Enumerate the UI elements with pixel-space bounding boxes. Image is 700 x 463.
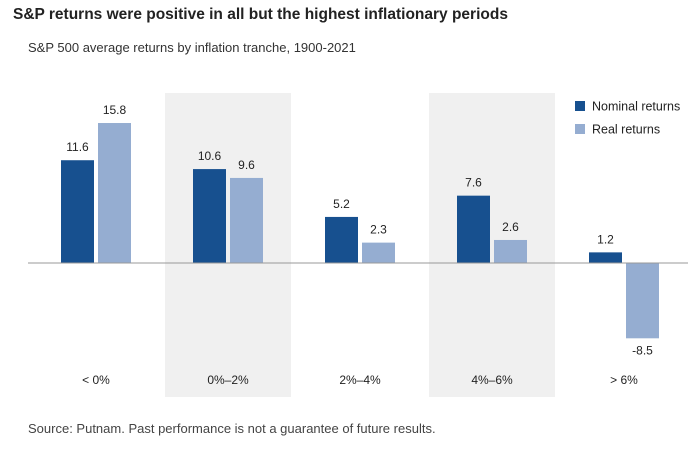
- bar-real: [98, 123, 131, 264]
- bar-nominal: [589, 252, 622, 263]
- legend-swatch-real: [575, 124, 585, 134]
- data-label: -8.5: [632, 343, 653, 357]
- category-bands: [165, 93, 555, 397]
- chart-title: S&P returns were positive in all but the…: [13, 6, 508, 23]
- data-label: 15.8: [103, 103, 127, 117]
- category-band: [429, 93, 555, 397]
- bar-nominal: [193, 169, 226, 263]
- data-label: 9.6: [238, 158, 255, 172]
- data-label: 1.2: [597, 232, 614, 246]
- data-label: 7.6: [465, 176, 482, 190]
- data-labels: 11.6 15.8 10.6 9.6 5.2 2.3 7.6 2.6 1.2 -8.5: [66, 103, 653, 357]
- bar-nominal: [457, 195, 490, 263]
- bar-nominal: [61, 160, 94, 263]
- bar-real: [494, 239, 527, 263]
- legend-label-nominal: Nominal returns: [592, 100, 680, 114]
- bar-group: [61, 123, 659, 339]
- bar-chart: 11.6 15.8 10.6 9.6 5.2 2.3 7.6 2.6 1.2 -8.5 < 0% 0…: [28, 93, 688, 397]
- category-label: 2%–4%: [339, 373, 381, 387]
- category-label: < 0%: [82, 373, 110, 387]
- data-label: 2.6: [502, 220, 519, 234]
- data-label: 5.2: [333, 197, 350, 211]
- bar-real: [230, 177, 263, 263]
- data-label: 2.3: [370, 223, 387, 237]
- bar-nominal: [325, 216, 358, 263]
- bar-real: [362, 242, 395, 263]
- category-label: 0%–2%: [207, 373, 249, 387]
- legend: Nominal returns Real returns: [575, 100, 680, 137]
- legend-swatch-nominal: [575, 101, 585, 111]
- chart-subtitle: S&P 500 average returns by inflation tra…: [28, 40, 356, 55]
- data-label: 11.6: [66, 140, 89, 154]
- category-label: > 6%: [610, 373, 638, 387]
- bar-real: [626, 263, 659, 339]
- source-note: Source: Putnam. Past performance is not …: [28, 421, 436, 436]
- data-label: 10.6: [198, 149, 222, 163]
- category-labels: < 0% 0%–2% 2%–4% 4%–6% > 6%: [82, 373, 638, 387]
- category-label: 4%–6%: [471, 373, 513, 387]
- legend-label-real: Real returns: [592, 123, 660, 137]
- category-band: [165, 93, 291, 397]
